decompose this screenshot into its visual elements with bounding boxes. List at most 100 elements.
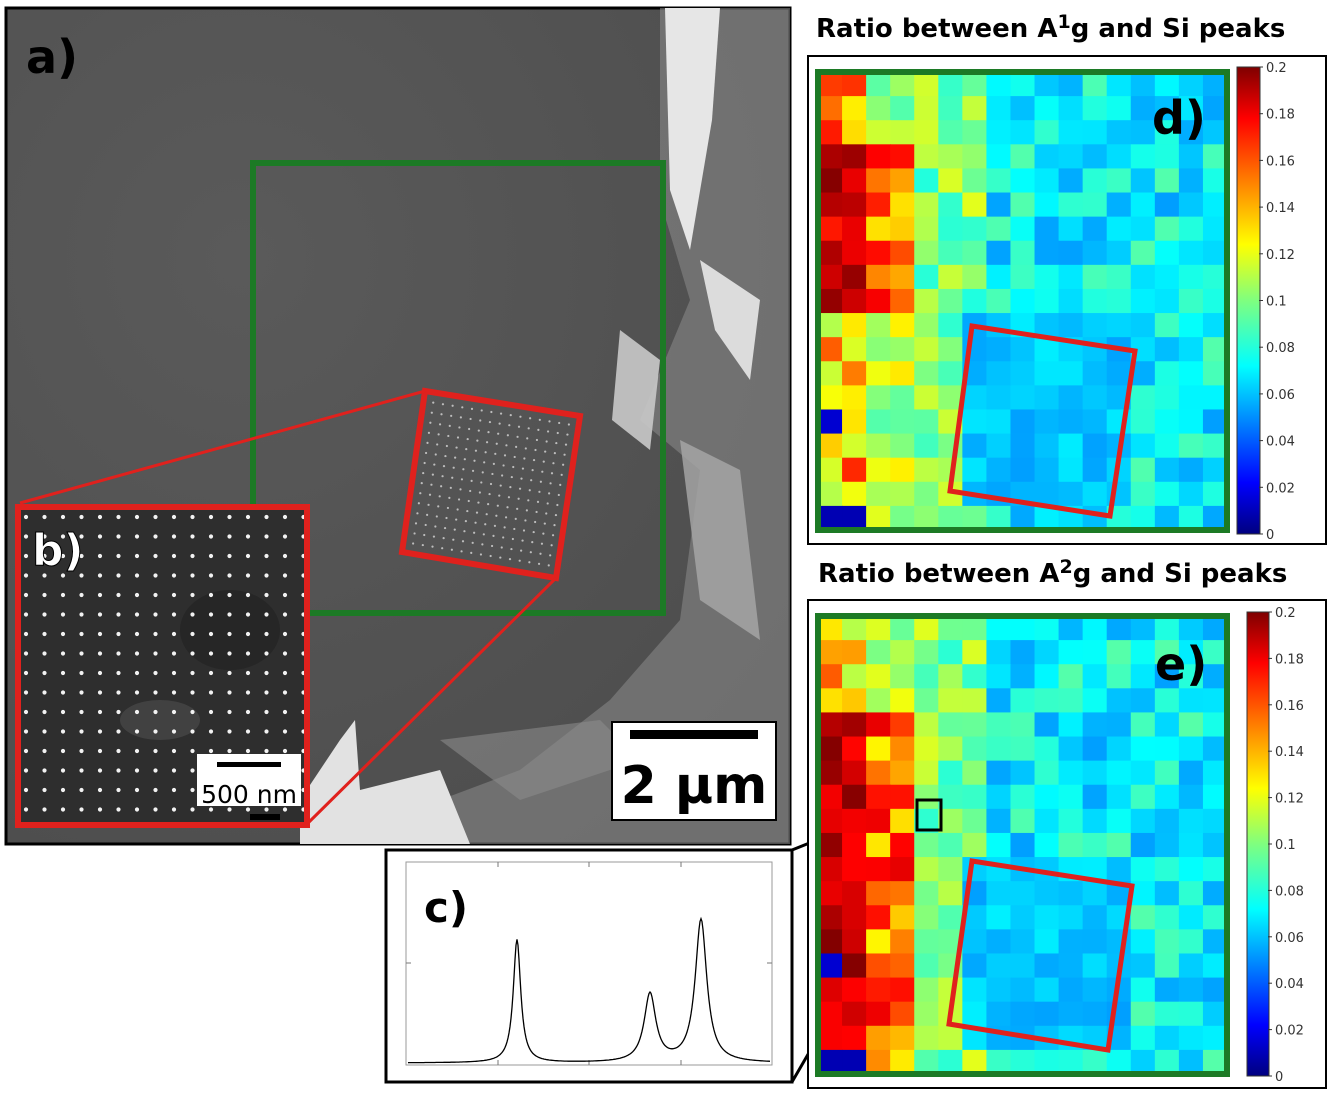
zoom-dot	[116, 651, 121, 656]
pattern-dot	[502, 464, 505, 467]
heatmap-cell	[1010, 1001, 1036, 1027]
heatmap-cell	[890, 168, 915, 194]
heatmap-cell	[842, 192, 867, 218]
heatmap-cell	[842, 1049, 867, 1075]
heatmap-cell	[962, 832, 988, 858]
zoom-dot	[190, 670, 195, 676]
pattern-dot	[481, 471, 484, 474]
heatmap-cell	[938, 337, 963, 362]
pattern-dot	[423, 533, 426, 537]
heatmap-cell	[986, 264, 1012, 290]
heatmap-cell	[1058, 808, 1084, 834]
zoom-dot	[42, 612, 47, 617]
heatmap-cell	[890, 881, 915, 906]
heatmap-cell	[962, 712, 988, 738]
heatmap-cell	[842, 1001, 867, 1027]
pattern-dot	[527, 499, 530, 502]
heatmap-cell	[938, 664, 963, 689]
heatmap-cell	[818, 857, 843, 882]
heatmap-cell	[1130, 481, 1156, 507]
zoom-dot	[208, 514, 214, 520]
heatmap-cell	[1082, 168, 1108, 194]
heatmap-cell	[1178, 688, 1204, 714]
heatmap-cell	[866, 616, 891, 641]
heatmap-cell	[1130, 96, 1156, 121]
pattern-dot	[536, 500, 540, 503]
pattern-dot	[532, 530, 535, 534]
zoom-dot	[79, 592, 84, 598]
pattern-dot	[452, 538, 455, 541]
heatmap-cell	[1058, 953, 1084, 979]
pattern-dot	[450, 548, 453, 551]
zoom-dot	[134, 651, 140, 656]
heatmap-cell	[1010, 881, 1036, 906]
heatmap-cell	[1154, 736, 1180, 762]
zoom-dot	[190, 729, 195, 734]
zoom-dot	[190, 534, 195, 539]
zoom-dot	[190, 553, 195, 559]
heatmap-cell	[1130, 881, 1156, 906]
panel-d: Ratio between A1g and Si peaks d) 0.2 0.1…	[807, 11, 1327, 545]
zoom-dot	[60, 534, 66, 539]
pattern-dot	[454, 456, 457, 459]
heatmap-cell	[1202, 240, 1228, 266]
heatmap-cell	[986, 144, 1012, 170]
colorbar-tick-label: 0.18	[1266, 108, 1295, 123]
heatmap-cell	[938, 857, 963, 882]
zoom-dot	[245, 709, 251, 715]
pattern-dot	[544, 450, 547, 453]
colorbar-d	[1236, 66, 1261, 535]
pattern-dot	[440, 413, 443, 416]
heatmap-cell	[1010, 361, 1036, 386]
zoom-dot	[134, 709, 140, 715]
heatmap-cell	[1178, 832, 1204, 858]
heatmap-cell	[914, 616, 939, 641]
heatmap-cell	[1058, 96, 1084, 121]
heatmap-cell	[1106, 288, 1132, 314]
heatmap-cell	[818, 977, 843, 1003]
heatmap-cell	[914, 120, 939, 145]
zoom-dot	[116, 573, 121, 578]
pattern-dot	[442, 537, 445, 540]
heatmap-cell	[962, 784, 988, 810]
map-e-scan-frame	[815, 613, 1230, 1077]
heatmap-cell	[842, 808, 867, 834]
zoom-dot	[23, 534, 29, 539]
heatmap-cell	[1130, 240, 1156, 266]
zoom-dot	[282, 612, 288, 617]
zoom-dot	[79, 709, 84, 715]
heatmap-cell	[1034, 832, 1060, 858]
heatmap-cell	[986, 1049, 1012, 1075]
pattern-dot	[455, 446, 458, 449]
heatmap-cell	[1178, 905, 1204, 930]
heatmap-cell	[962, 1001, 988, 1027]
zoom-dot	[171, 807, 177, 812]
heatmap-cell	[962, 953, 988, 979]
heatmap-cell	[842, 832, 867, 858]
pattern-dot	[547, 564, 550, 567]
pattern-dot	[419, 492, 422, 495]
heatmap-cell	[842, 736, 867, 762]
heatmap-cell	[1202, 144, 1228, 170]
heatmap-cell	[962, 96, 988, 121]
heatmap-cell	[914, 216, 939, 242]
heatmap-cell	[1058, 288, 1084, 314]
heatmap-cell	[890, 640, 915, 665]
heatmap-cell	[1202, 120, 1228, 145]
heatmap-cell	[1154, 409, 1180, 435]
heatmap-cell	[1130, 264, 1156, 290]
scale-bar-500nm-label: 500 nm	[201, 780, 297, 809]
heatmap-cell	[842, 784, 867, 810]
heatmap-cell	[1178, 96, 1204, 121]
heatmap-cell	[890, 120, 915, 145]
heatmap-cell	[1010, 905, 1036, 930]
zoom-dot	[60, 709, 66, 715]
heatmap-cell	[1202, 1049, 1228, 1075]
heatmap-cell	[938, 1025, 963, 1051]
heatmap-cell	[866, 808, 891, 834]
heatmap-cell	[890, 216, 915, 242]
pattern-dot	[447, 434, 450, 438]
zoom-dot	[264, 631, 269, 637]
pattern-dot	[470, 551, 473, 554]
heatmap-cell	[986, 881, 1012, 906]
